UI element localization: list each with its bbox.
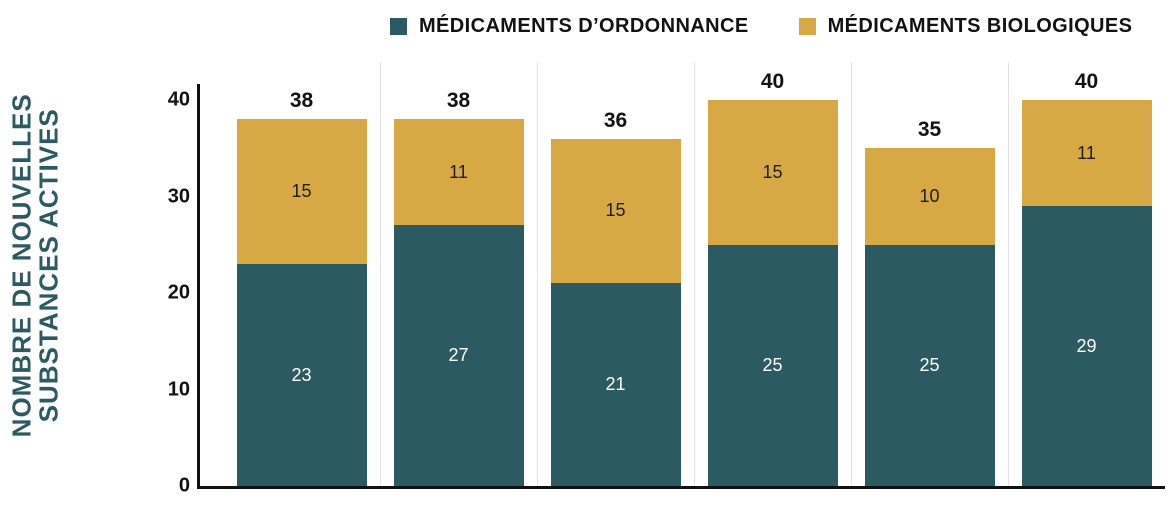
legend-label-biologic: MÉDICAMENTS BIOLOGIQUES xyxy=(827,15,1133,37)
y-axis-line xyxy=(197,84,200,489)
bar-group: 29 11 xyxy=(1021,100,1152,486)
biologic-value-label: 15 xyxy=(762,161,783,182)
gridline xyxy=(536,62,538,486)
bar-segment-biologic: 10 xyxy=(864,148,995,245)
prescription-value-label: 21 xyxy=(605,374,626,395)
y-tick-label: 20 xyxy=(167,281,190,304)
prescription-swatch-icon xyxy=(390,18,407,35)
bar-segment-prescription: 25 xyxy=(707,244,838,486)
y-axis-title-line2: SUBSTANCES ACTIVES xyxy=(34,108,64,423)
biologic-value-label: 15 xyxy=(291,181,312,202)
bar-total-label: 38 xyxy=(289,89,314,113)
bar-segment-biologic: 15 xyxy=(707,100,838,245)
bar-segment-prescription: 25 xyxy=(864,244,995,486)
bar-segment-biologic: 11 xyxy=(1021,100,1152,207)
y-tick-label: 0 xyxy=(178,474,190,497)
y-axis-title-line1: NOMBRE DE NOUVELLES xyxy=(6,93,37,438)
bar-total-label: 36 xyxy=(603,108,628,132)
bar-total-label: 40 xyxy=(1074,70,1099,93)
bar-total-label: 35 xyxy=(917,118,942,142)
biologic-value-label: 11 xyxy=(1077,142,1096,163)
legend-item-prescription: MÉDICAMENTS D’ORDONNANCE xyxy=(390,15,749,38)
y-tick-label: 10 xyxy=(167,378,190,400)
bar-total-label: 38 xyxy=(446,89,471,113)
bar-segment-biologic: 15 xyxy=(550,138,681,284)
prescription-value-label: 25 xyxy=(919,354,940,375)
biologic-value-label: 15 xyxy=(605,200,626,221)
prescription-value-label: 23 xyxy=(291,364,312,385)
bar-segment-prescription: 29 xyxy=(1021,206,1152,486)
gridline xyxy=(379,62,381,486)
gridline xyxy=(1007,62,1009,486)
y-tick-labels: 0 10 20 30 40 xyxy=(128,62,190,497)
bar-segment-biologic: 15 xyxy=(236,119,367,265)
y-tick-label: 30 xyxy=(167,185,190,207)
prescription-value-label: 27 xyxy=(448,345,469,366)
bar-group: 23 15 xyxy=(236,119,367,486)
y-axis-title: NOMBRE DE NOUVELLES SUBSTANCES ACTIVES xyxy=(6,45,64,485)
plot-area: 23 15 38 27 11 38 21 15 36 25 15 40 25 10 35 29 11 40 xyxy=(223,62,1165,486)
bar-group: 21 15 xyxy=(550,138,681,486)
prescription-value-label: 25 xyxy=(762,354,783,375)
legend-item-biologic: MÉDICAMENTS BIOLOGIQUES xyxy=(798,15,1133,38)
legend: MÉDICAMENTS D’ORDONNANCE MÉDICAMENTS BIO… xyxy=(390,15,1132,38)
biologic-value-label: 11 xyxy=(449,161,468,182)
bar-group: 27 11 xyxy=(393,119,524,486)
bar-group: 25 10 xyxy=(864,148,995,486)
gridline xyxy=(693,62,695,486)
bar-segment-prescription: 27 xyxy=(393,225,524,486)
bar-segment-prescription: 21 xyxy=(550,283,681,486)
legend-label-prescription: MÉDICAMENTS D’ORDONNANCE xyxy=(419,15,749,37)
bar-total-label: 40 xyxy=(760,70,785,93)
x-axis-line xyxy=(197,486,1165,489)
bar-segment-prescription: 23 xyxy=(236,264,367,486)
gridline xyxy=(850,62,852,486)
y-tick-label: 40 xyxy=(167,88,190,111)
biologic-swatch-icon xyxy=(798,18,816,35)
prescription-value-label: 29 xyxy=(1076,335,1097,356)
bar-group: 25 15 xyxy=(707,100,838,486)
bar-segment-biologic: 11 xyxy=(393,119,524,226)
biologic-value-label: 10 xyxy=(919,186,940,206)
